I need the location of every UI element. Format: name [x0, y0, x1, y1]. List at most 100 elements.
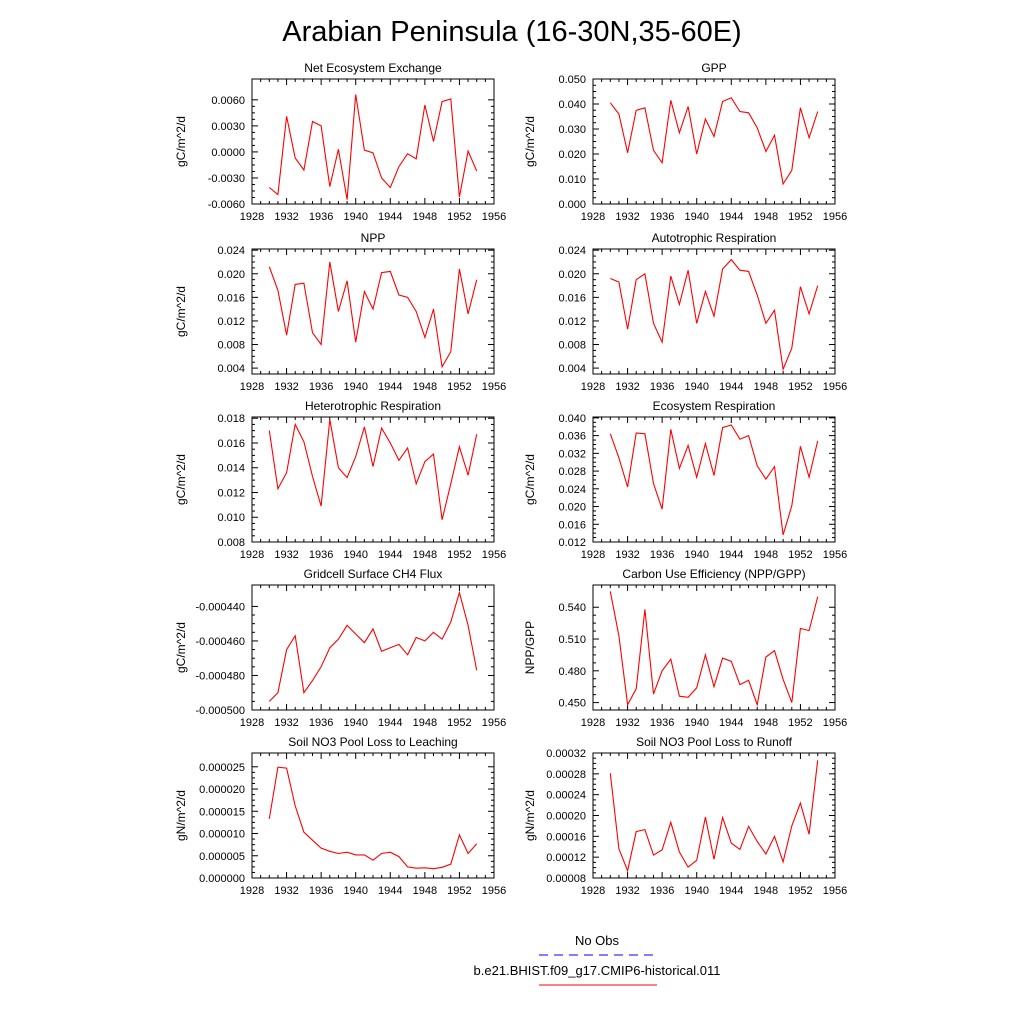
x-tick-label: 1956	[823, 381, 847, 393]
x-tick-label: 1936	[650, 211, 674, 223]
y-tick-label: 0.020	[558, 269, 586, 281]
x-tick-label: 1936	[309, 549, 333, 561]
y-tick-label: 0.00032	[546, 748, 586, 760]
x-tick-label: 1940	[343, 211, 367, 223]
panel-soil-no3-pool-loss-to-runoff: Soil NO3 Pool Loss to Runoff 1928 1932 1936…	[523, 735, 847, 897]
x-tick-label: 1944	[719, 885, 743, 897]
y-tick-label: 0.010	[217, 512, 245, 524]
y-tick-label: 0.00024	[546, 790, 586, 802]
y-tick-label: 0.004	[558, 363, 586, 375]
y-axis-label: gC/m^2/d	[174, 454, 188, 505]
x-tick-label: 1952	[447, 549, 471, 561]
x-tick-label: 1940	[684, 211, 708, 223]
y-tick-label: 0.00012	[546, 852, 586, 864]
panel-gridcell-surface-ch4-flux: Gridcell Surface CH4 Flux 1928 1932 1936 194…	[174, 567, 506, 729]
y-tick-label: 0.032	[558, 448, 586, 460]
y-axis-label: gC/m^2/d	[174, 286, 188, 337]
panel-title: NPP	[361, 231, 386, 245]
y-tick-label: 0.0000	[211, 147, 245, 159]
x-tick-label: 1940	[684, 381, 708, 393]
x-tick-label: 1936	[650, 549, 674, 561]
series-line	[268, 766, 478, 870]
x-tick-label: 1948	[413, 717, 437, 729]
series-line	[609, 424, 819, 536]
legend-label-model-run: b.e21.BHIST.f09_g17.CMIP6-historical.011	[474, 963, 721, 978]
x-tick-label: 1928	[581, 211, 605, 223]
series-line	[268, 261, 478, 369]
y-axis-label: gN/m^2/d	[174, 790, 188, 841]
y-tick-label: 0.010	[558, 174, 586, 186]
x-tick-label: 1940	[684, 549, 708, 561]
y-tick-label: 0.050	[558, 74, 586, 86]
plot-frame	[251, 752, 495, 879]
x-tick-label: 1948	[754, 885, 778, 897]
y-tick-label: 0.008	[217, 537, 245, 549]
x-tick-label: 1952	[447, 885, 471, 897]
legend-label-no-obs: No Obs	[575, 933, 620, 948]
x-tick-label: 1944	[378, 549, 402, 561]
x-tick-label: 1940	[343, 717, 367, 729]
x-tick-label: 1928	[240, 211, 264, 223]
panel-title: Soil NO3 Pool Loss to Leaching	[288, 735, 457, 749]
x-tick-label: 1944	[719, 211, 743, 223]
y-tick-label: 0.00028	[546, 769, 586, 781]
y-tick-label: 0.036	[558, 431, 586, 443]
panel-title: GPP	[701, 61, 726, 75]
x-tick-label: 1928	[581, 717, 605, 729]
y-tick-label: 0.024	[217, 245, 245, 257]
panel-autotrophic-respiration: Autotrophic Respiration 1928 1932 1936 1940 1…	[558, 231, 847, 393]
x-tick-label: 1948	[754, 381, 778, 393]
x-tick-label: 1936	[650, 885, 674, 897]
panel-npp: NPP 1928 1932 1936 1940 1944 1948 1952 1956 0.004…	[174, 231, 506, 393]
x-tick-label: 1940	[343, 549, 367, 561]
y-tick-label: 0.030	[558, 124, 586, 136]
figure-title: Arabian Peninsula (16-30N,35-60E)	[282, 16, 741, 48]
x-tick-label: 1944	[378, 211, 402, 223]
x-tick-label: 1936	[309, 885, 333, 897]
panel-gpp: GPP 1928 1932 1936 1940 1944 1948 1952 1956 0.000…	[523, 61, 847, 223]
series-line	[609, 97, 819, 186]
y-tick-label: 0.016	[558, 292, 586, 304]
x-tick-label: 1956	[482, 717, 506, 729]
y-tick-label: 0.008	[558, 340, 586, 352]
x-tick-label: 1956	[823, 211, 847, 223]
x-tick-label: 1932	[615, 211, 639, 223]
y-tick-label: 0.012	[217, 316, 245, 328]
x-tick-label: 1940	[684, 885, 708, 897]
x-tick-label: 1940	[343, 885, 367, 897]
series-line	[609, 760, 819, 873]
y-tick-label: -0.0060	[208, 199, 245, 211]
plot-frame	[251, 248, 495, 375]
x-tick-label: 1952	[447, 381, 471, 393]
y-axis-label: gN/m^2/d	[523, 790, 537, 841]
y-tick-label: 0.024	[558, 245, 586, 257]
y-tick-label: 0.000020	[199, 784, 245, 796]
x-tick-label: 1928	[240, 885, 264, 897]
y-axis-label: gC/m^2/d	[174, 116, 188, 167]
y-tick-label: 0.012	[558, 537, 586, 549]
x-tick-label: 1928	[240, 549, 264, 561]
y-tick-label: 0.040	[558, 413, 586, 425]
x-tick-label: 1956	[482, 549, 506, 561]
x-tick-label: 1952	[788, 885, 812, 897]
series-line	[268, 94, 478, 200]
panel-title: Gridcell Surface CH4 Flux	[304, 567, 443, 581]
x-tick-label: 1932	[615, 381, 639, 393]
x-tick-label: 1956	[482, 381, 506, 393]
y-tick-label: 0.0060	[211, 95, 245, 107]
x-tick-label: 1956	[823, 717, 847, 729]
series-line	[268, 590, 478, 702]
y-axis-label: gC/m^2/d	[523, 116, 537, 167]
y-tick-label: 0.014	[217, 463, 245, 475]
series-line	[609, 591, 819, 707]
plot-frame	[592, 248, 836, 375]
panel-soil-no3-pool-loss-to-leaching: Soil NO3 Pool Loss to Leaching 1928 1932 19…	[174, 735, 506, 897]
x-tick-label: 1932	[274, 211, 298, 223]
x-tick-label: 1948	[413, 211, 437, 223]
y-axis-label: gC/m^2/d	[523, 454, 537, 505]
y-tick-label: 0.000	[558, 199, 586, 211]
plot-frame	[592, 78, 836, 205]
x-tick-label: 1952	[788, 211, 812, 223]
y-tick-label: 0.000015	[199, 806, 245, 818]
